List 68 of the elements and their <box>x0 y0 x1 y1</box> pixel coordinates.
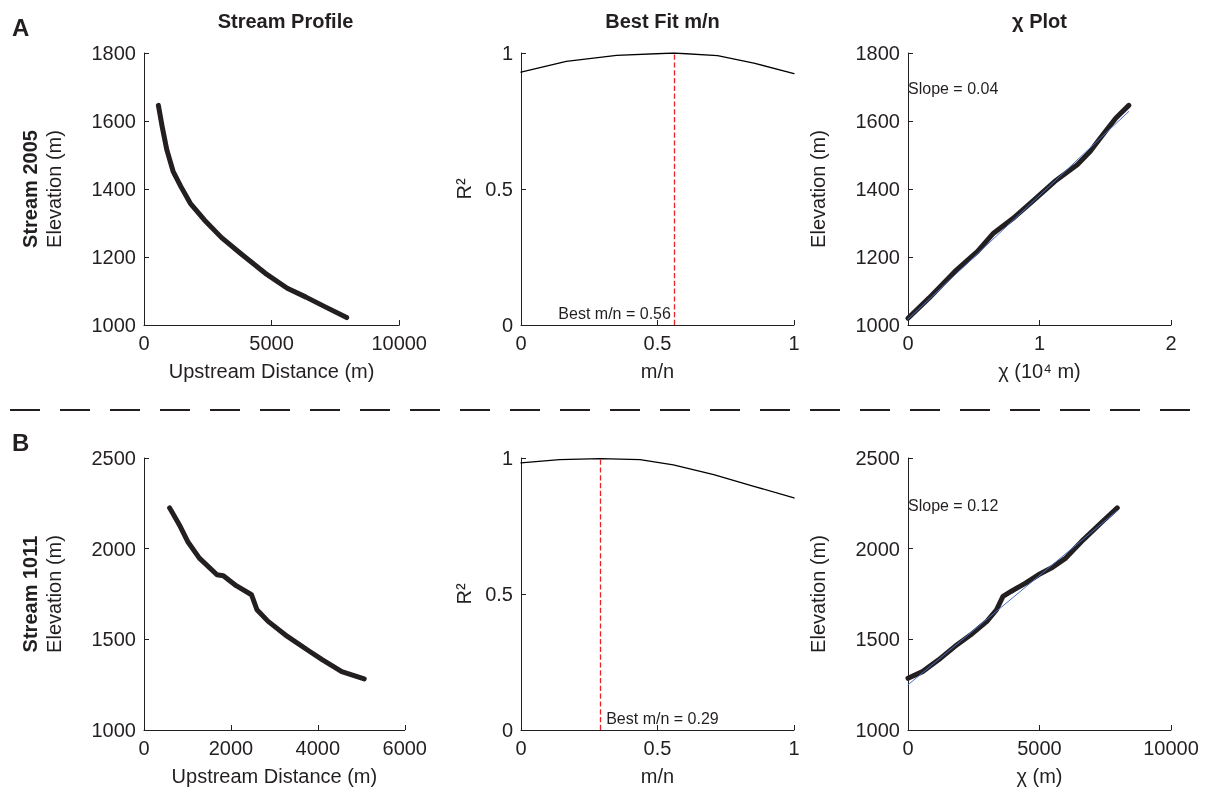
y-tick-label: 1000 <box>855 314 900 336</box>
annotation: Slope = 0.04 <box>908 79 999 97</box>
x-tick-label: 5000 <box>1017 737 1062 759</box>
x-tick-label: 10000 <box>371 332 427 354</box>
x-tick-label: 6000 <box>382 737 427 759</box>
y-tick-label: 1 <box>501 42 513 64</box>
annotation: Slope = 0.12 <box>908 496 999 514</box>
line-series <box>520 457 795 499</box>
ref-line-label: Best m/n = 0.56 <box>558 304 671 322</box>
y-tick-label: 0 <box>501 314 513 336</box>
x-axis-title: Upstream Distance (m) <box>168 360 375 382</box>
y-axis-title: R² <box>453 178 476 200</box>
y-tick-label: 2000 <box>91 537 136 560</box>
y-tick-label: 1800 <box>855 42 900 64</box>
x-tick-label: 10000 <box>1143 737 1199 759</box>
y-tick-label: 1600 <box>855 110 900 132</box>
y-tick-label: 1500 <box>91 628 136 651</box>
x-tick-label: 0 <box>138 332 150 354</box>
x-tick-label: 0 <box>902 737 914 759</box>
y-tick-label: 1000 <box>855 719 900 741</box>
y-tick-label: 0 <box>501 719 513 741</box>
text: Stream 2005 <box>19 130 41 248</box>
y-tick-label: 2000 <box>855 537 900 560</box>
x-tick-label: 2 <box>1165 332 1177 354</box>
x-tick-label: 2000 <box>208 737 254 759</box>
ref-line-label: Best m/n = 0.29 <box>606 709 719 727</box>
text: B <box>12 428 30 456</box>
chart-title: χ Plot <box>1012 10 1068 32</box>
y-tick-label: 1000 <box>91 719 136 741</box>
x-tick-label: 4000 <box>295 737 341 759</box>
y-tick-label: 1200 <box>91 246 136 268</box>
x-tick-label: 0 <box>902 332 914 354</box>
y-tick-label: 2500 <box>855 447 900 469</box>
y-tick-label: 1600 <box>91 110 136 132</box>
y-axis-title: R² <box>453 583 476 605</box>
y-tick-label: 1 <box>501 447 513 469</box>
x-tick-label: 5000 <box>249 332 294 354</box>
x-axis-title: χ (10⁴ m) <box>998 360 1081 382</box>
y-axis-title: Elevation (m) <box>807 130 829 248</box>
x-axis-title: χ (m) <box>1016 765 1063 787</box>
x-tick-label: 0.5 <box>643 737 672 759</box>
y-tick-label: 1000 <box>91 314 136 336</box>
x-tick-label: 0 <box>515 737 527 759</box>
y-axis-title: Elevation (m) <box>807 535 829 653</box>
x-tick-label: 1 <box>1033 332 1046 354</box>
y-axis-title: Elevation (m) <box>43 535 65 653</box>
text: A <box>12 13 30 41</box>
y-tick-label: 0.5 <box>485 178 513 200</box>
y-tick-label: 1400 <box>855 178 900 200</box>
x-tick-label: 0 <box>138 737 150 759</box>
chart-title: Stream Profile <box>217 10 354 32</box>
y-tick-label: 1400 <box>91 178 136 200</box>
x-axis-title: Upstream Distance (m) <box>171 765 378 787</box>
chart-title: Best Fit m/n <box>605 10 720 32</box>
y-tick-label: 1800 <box>91 42 136 64</box>
line-series <box>520 52 795 75</box>
x-tick-label: 0 <box>515 332 527 354</box>
x-axis-title: m/n <box>640 360 675 382</box>
y-tick-label: 0.5 <box>485 583 513 605</box>
x-tick-label: 1 <box>788 737 800 759</box>
text: Stream 1011 <box>19 535 41 653</box>
x-axis-title: m/n <box>640 765 675 787</box>
y-tick-label: 1200 <box>855 246 900 268</box>
y-axis-title: Elevation (m) <box>43 130 65 248</box>
y-tick-label: 1500 <box>855 628 900 651</box>
y-tick-label: 2500 <box>91 447 136 469</box>
x-tick-label: 1 <box>788 332 800 354</box>
x-tick-label: 0.5 <box>643 332 672 354</box>
